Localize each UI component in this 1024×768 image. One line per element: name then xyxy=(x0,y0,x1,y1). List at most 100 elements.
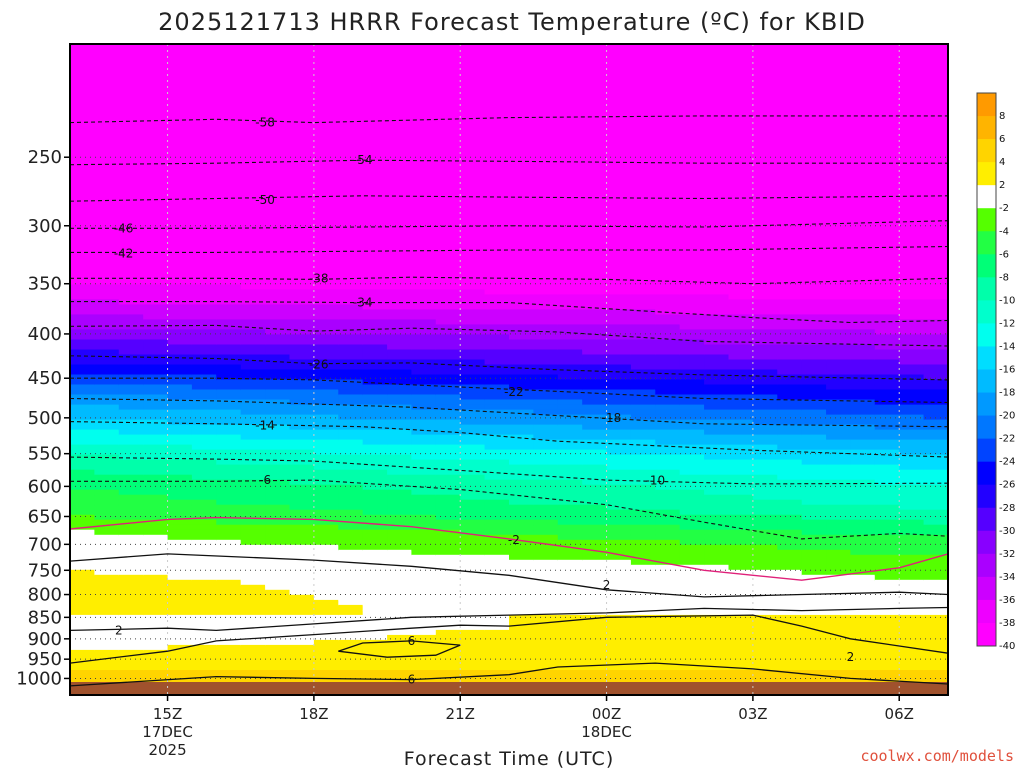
temperature-cell xyxy=(606,584,632,591)
temperature-cell xyxy=(240,439,266,446)
temperature-cell xyxy=(313,644,340,651)
temperature-cell xyxy=(387,59,413,65)
temperature-cell xyxy=(240,614,266,621)
temperature-cell xyxy=(240,154,266,160)
temperature-cell xyxy=(167,254,193,261)
temperature-cell xyxy=(118,379,144,386)
colorbar-frame xyxy=(976,92,997,647)
temperature-cell xyxy=(630,629,657,636)
temperature-cell xyxy=(362,364,388,371)
temperature-cell xyxy=(655,334,681,341)
temperature-cell xyxy=(606,675,632,681)
temperature-cell xyxy=(411,74,437,80)
temperature-cell xyxy=(630,569,657,576)
temperature-cell xyxy=(216,184,242,190)
temperature-cell xyxy=(509,659,535,666)
temperature-cell xyxy=(899,109,925,115)
temperature-cell xyxy=(94,84,120,90)
temperature-cell xyxy=(826,629,852,636)
temperature-cell xyxy=(94,294,120,301)
temperature-cell xyxy=(582,264,608,271)
temperature-cell xyxy=(533,469,559,476)
temperature-cell xyxy=(70,670,96,676)
temperature-cell xyxy=(704,174,730,180)
temperature-cell xyxy=(777,49,803,55)
temperature-cell xyxy=(313,334,340,341)
temperature-cell xyxy=(728,54,754,60)
temperature-cell xyxy=(94,369,120,376)
temperature-cell xyxy=(728,259,754,266)
temperature-cell xyxy=(850,644,876,651)
temperature-cell xyxy=(118,509,144,516)
temperature-cell xyxy=(216,619,242,626)
temperature-cell xyxy=(777,129,803,135)
temperature-cell xyxy=(850,554,876,561)
temperature-cell xyxy=(801,649,827,656)
temperature-cell xyxy=(338,364,364,371)
temperature-cell xyxy=(167,94,193,100)
temperature-cell xyxy=(265,514,291,521)
temperature-cell xyxy=(143,324,169,331)
temperature-cell xyxy=(874,84,900,90)
temperature-cell xyxy=(289,584,315,591)
temperature-cell xyxy=(240,114,266,120)
temperature-cell xyxy=(216,279,242,286)
temperature-cell xyxy=(265,394,291,401)
temperature-cell xyxy=(655,79,681,85)
temperature-cell xyxy=(265,604,291,611)
temperature-cell xyxy=(655,279,681,286)
temperature-cell xyxy=(484,665,510,671)
temperature-cell xyxy=(94,209,120,216)
temperature-cell xyxy=(752,379,779,386)
temperature-cell xyxy=(411,644,437,651)
temperature-cell xyxy=(606,534,632,541)
temperature-cell xyxy=(630,559,657,566)
temperature-cell xyxy=(313,314,340,321)
temperature-cell xyxy=(704,409,730,416)
temperature-cell xyxy=(484,209,510,216)
temperature-cell xyxy=(411,675,437,681)
temperature-cell xyxy=(191,99,218,105)
temperature-cell xyxy=(435,74,461,80)
temperature-cell xyxy=(191,89,218,95)
temperature-cell xyxy=(387,529,413,536)
temperature-cell xyxy=(435,99,461,105)
temperature-cell xyxy=(606,84,632,90)
temperature-cell xyxy=(216,199,242,205)
temperature-cell xyxy=(362,629,388,636)
temperature-cell xyxy=(777,314,803,321)
temperature-cell xyxy=(240,519,266,526)
temperature-cell xyxy=(850,634,876,641)
temperature-cell xyxy=(509,675,535,681)
temperature-cell xyxy=(679,179,705,185)
temperature-cell xyxy=(191,670,218,676)
temperature-cell xyxy=(143,659,169,666)
temperature-cell xyxy=(191,139,218,145)
temperature-cell xyxy=(313,244,340,251)
contour-label: -6 xyxy=(259,473,271,487)
temperature-cell xyxy=(70,404,96,411)
temperature-cell xyxy=(289,409,315,416)
temperature-cell xyxy=(70,84,96,90)
temperature-cell xyxy=(606,319,632,326)
temperature-cell xyxy=(118,504,144,511)
temperature-cell xyxy=(509,414,535,421)
temperature-cell xyxy=(216,524,242,531)
temperature-cell xyxy=(777,474,803,481)
temperature-cell xyxy=(533,499,559,506)
temperature-cell xyxy=(826,234,852,241)
temperature-cell xyxy=(679,89,705,95)
temperature-cell xyxy=(94,204,120,210)
temperature-cell xyxy=(752,89,779,95)
temperature-cell xyxy=(728,319,754,326)
temperature-cell xyxy=(606,564,632,571)
temperature-cell xyxy=(118,364,144,371)
temperature-cell xyxy=(94,549,120,556)
temperature-cell xyxy=(826,79,852,85)
colorbar-swatch xyxy=(977,507,996,532)
temperature-cell xyxy=(874,104,900,110)
temperature-cell xyxy=(289,74,315,80)
temperature-cell xyxy=(118,429,144,436)
temperature-cell xyxy=(777,439,803,446)
temperature-cell xyxy=(826,114,852,120)
